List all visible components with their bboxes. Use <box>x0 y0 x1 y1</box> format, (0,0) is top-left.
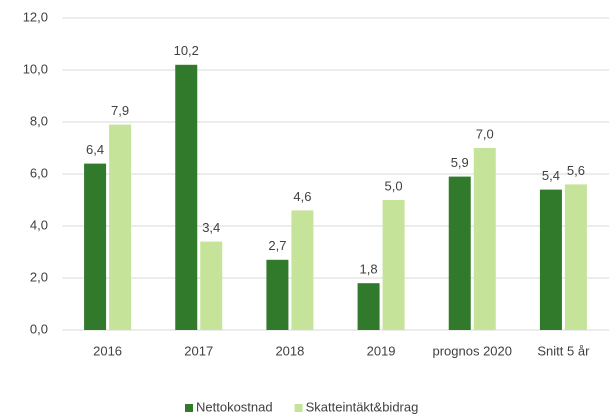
bar <box>109 124 132 330</box>
x-tick-label: Snitt 5 år <box>537 343 590 358</box>
bar <box>84 163 107 330</box>
data-label: 7,0 <box>476 126 494 141</box>
bar <box>564 184 587 330</box>
data-label: 5,6 <box>567 163 585 178</box>
legend-label: Nettokostnad <box>196 399 273 414</box>
bar <box>357 283 380 330</box>
y-tick-label: 10,0 <box>23 61 48 76</box>
bar <box>539 189 562 330</box>
bar <box>175 64 198 331</box>
x-tick-label: 2017 <box>184 343 213 358</box>
legend-label: Skatteintäkt&bidrag <box>306 399 419 414</box>
data-label: 3,4 <box>202 220 220 235</box>
bar <box>200 241 223 330</box>
x-tick-label: 2016 <box>93 343 122 358</box>
data-label: 5,4 <box>542 168 560 183</box>
data-label: 2,7 <box>268 238 286 253</box>
y-tick-label: 2,0 <box>30 269 48 284</box>
y-tick-label: 8,0 <box>30 113 48 128</box>
y-tick-label: 0,0 <box>30 321 48 336</box>
data-label: 6,4 <box>86 142 104 157</box>
data-label: 5,9 <box>451 155 469 170</box>
data-label: 4,6 <box>293 189 311 204</box>
data-label: 10,2 <box>174 43 199 58</box>
x-tick-label: prognos 2020 <box>432 343 512 358</box>
y-tick-label: 4,0 <box>30 217 48 232</box>
data-label: 5,0 <box>385 178 403 193</box>
y-tick-label: 12,0 <box>23 9 48 24</box>
data-label: 7,9 <box>111 103 129 118</box>
legend-swatch <box>294 404 303 412</box>
bar <box>382 200 405 330</box>
y-tick-label: 6,0 <box>30 165 48 180</box>
bar <box>448 176 471 330</box>
bar <box>266 259 289 330</box>
bar <box>291 210 314 330</box>
bar <box>473 148 496 330</box>
data-label: 1,8 <box>360 262 378 277</box>
x-tick-label: 2019 <box>367 343 396 358</box>
x-tick-label: 2018 <box>275 343 304 358</box>
legend-swatch <box>185 404 193 412</box>
